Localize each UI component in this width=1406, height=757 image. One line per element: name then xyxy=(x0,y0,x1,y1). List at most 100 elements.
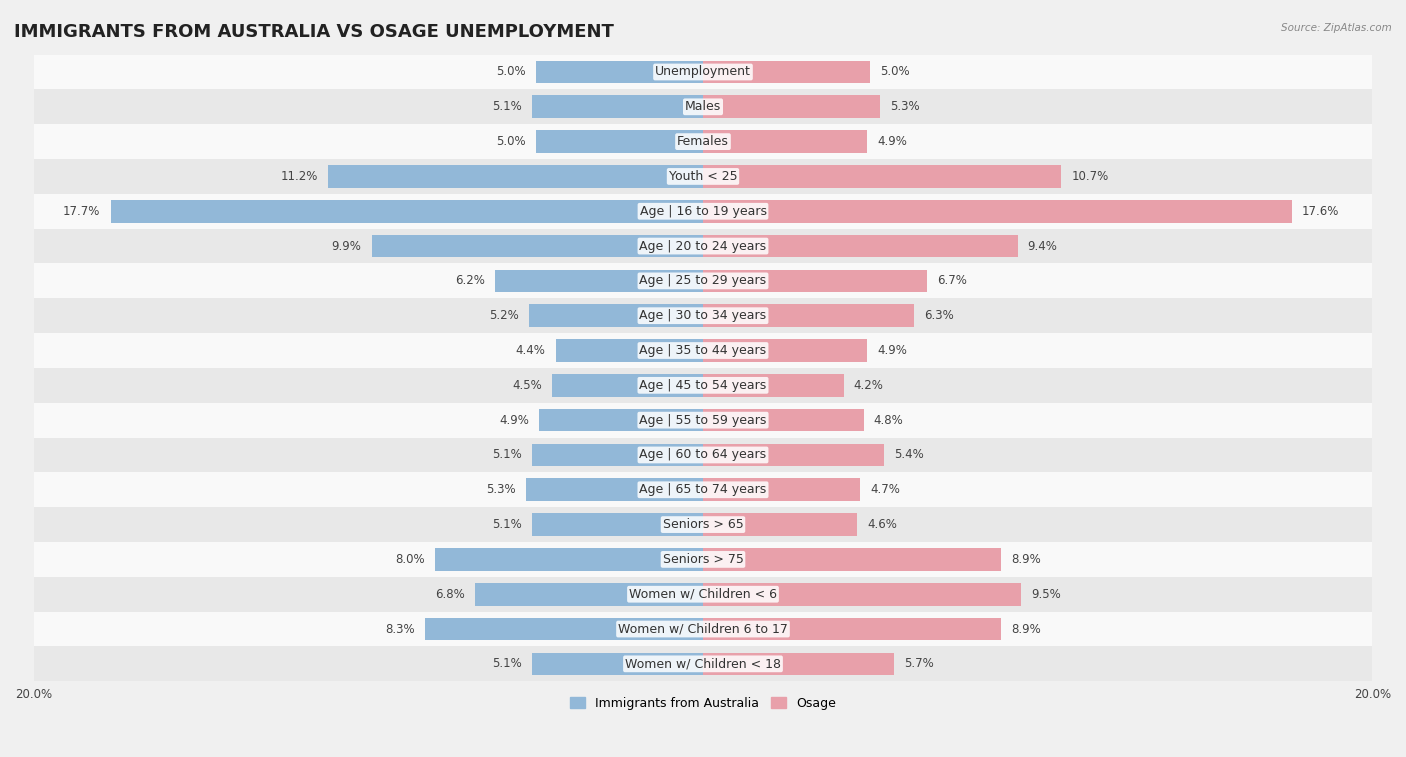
Text: Females: Females xyxy=(678,136,728,148)
Text: 5.7%: 5.7% xyxy=(904,657,934,671)
Text: 4.8%: 4.8% xyxy=(873,413,904,427)
Bar xyxy=(34,403,1372,438)
Text: 5.1%: 5.1% xyxy=(492,518,522,531)
Bar xyxy=(703,374,844,397)
Text: 17.6%: 17.6% xyxy=(1302,204,1340,218)
Text: Age | 55 to 59 years: Age | 55 to 59 years xyxy=(640,413,766,427)
Bar xyxy=(703,513,858,536)
Bar xyxy=(536,61,703,83)
Text: 6.3%: 6.3% xyxy=(924,309,953,322)
Text: 8.9%: 8.9% xyxy=(1011,622,1040,636)
Bar xyxy=(436,548,703,571)
Bar xyxy=(538,409,703,431)
Text: 5.1%: 5.1% xyxy=(492,448,522,462)
Text: Age | 45 to 54 years: Age | 45 to 54 years xyxy=(640,378,766,392)
Bar xyxy=(34,89,1372,124)
Bar xyxy=(34,229,1372,263)
Text: 6.7%: 6.7% xyxy=(938,274,967,288)
Text: 8.0%: 8.0% xyxy=(395,553,425,566)
Bar xyxy=(533,444,703,466)
Text: 4.4%: 4.4% xyxy=(516,344,546,357)
Text: 4.5%: 4.5% xyxy=(513,378,543,392)
Text: 4.9%: 4.9% xyxy=(877,344,907,357)
Bar xyxy=(703,95,880,118)
Bar xyxy=(703,235,1018,257)
Text: 5.1%: 5.1% xyxy=(492,657,522,671)
Bar xyxy=(34,298,1372,333)
Bar xyxy=(34,542,1372,577)
Bar xyxy=(34,263,1372,298)
Bar xyxy=(34,507,1372,542)
Bar xyxy=(703,583,1021,606)
Text: 9.5%: 9.5% xyxy=(1031,587,1060,601)
Bar xyxy=(34,577,1372,612)
Text: Women w/ Children < 18: Women w/ Children < 18 xyxy=(626,657,780,671)
Text: Males: Males xyxy=(685,101,721,114)
Text: Seniors > 65: Seniors > 65 xyxy=(662,518,744,531)
Text: 9.4%: 9.4% xyxy=(1028,239,1057,253)
Text: 8.9%: 8.9% xyxy=(1011,553,1040,566)
Bar xyxy=(328,165,703,188)
Bar xyxy=(703,444,884,466)
Text: Age | 20 to 24 years: Age | 20 to 24 years xyxy=(640,239,766,253)
Bar xyxy=(475,583,703,606)
Text: IMMIGRANTS FROM AUSTRALIA VS OSAGE UNEMPLOYMENT: IMMIGRANTS FROM AUSTRALIA VS OSAGE UNEMP… xyxy=(14,23,614,41)
Text: Age | 60 to 64 years: Age | 60 to 64 years xyxy=(640,448,766,462)
Bar xyxy=(533,653,703,675)
Bar xyxy=(703,478,860,501)
Text: Source: ZipAtlas.com: Source: ZipAtlas.com xyxy=(1281,23,1392,33)
Legend: Immigrants from Australia, Osage: Immigrants from Australia, Osage xyxy=(565,692,841,715)
Bar xyxy=(495,269,703,292)
Text: 5.3%: 5.3% xyxy=(486,483,516,497)
Bar xyxy=(533,513,703,536)
Bar xyxy=(703,269,928,292)
Bar xyxy=(703,409,863,431)
Text: Age | 16 to 19 years: Age | 16 to 19 years xyxy=(640,204,766,218)
Bar xyxy=(34,124,1372,159)
Bar xyxy=(536,130,703,153)
Bar xyxy=(703,130,868,153)
Bar xyxy=(34,612,1372,646)
Bar xyxy=(703,618,1001,640)
Text: Women w/ Children < 6: Women w/ Children < 6 xyxy=(628,587,778,601)
Bar xyxy=(34,646,1372,681)
Bar xyxy=(703,339,868,362)
Text: Unemployment: Unemployment xyxy=(655,66,751,79)
Bar xyxy=(703,61,870,83)
Bar xyxy=(34,159,1372,194)
Bar xyxy=(111,200,703,223)
Text: 10.7%: 10.7% xyxy=(1071,170,1108,183)
Text: 4.9%: 4.9% xyxy=(877,136,907,148)
Text: Age | 30 to 34 years: Age | 30 to 34 years xyxy=(640,309,766,322)
Text: Age | 25 to 29 years: Age | 25 to 29 years xyxy=(640,274,766,288)
Bar xyxy=(703,200,1292,223)
Text: 4.9%: 4.9% xyxy=(499,413,529,427)
Bar xyxy=(703,304,914,327)
Text: 6.2%: 6.2% xyxy=(456,274,485,288)
Text: 5.0%: 5.0% xyxy=(496,66,526,79)
Text: 5.2%: 5.2% xyxy=(489,309,519,322)
Text: 5.4%: 5.4% xyxy=(894,448,924,462)
Text: 4.7%: 4.7% xyxy=(870,483,900,497)
Text: 9.9%: 9.9% xyxy=(332,239,361,253)
Bar xyxy=(555,339,703,362)
Bar xyxy=(34,438,1372,472)
Bar xyxy=(34,333,1372,368)
Bar xyxy=(34,472,1372,507)
Bar xyxy=(34,55,1372,89)
Text: Age | 65 to 74 years: Age | 65 to 74 years xyxy=(640,483,766,497)
Text: 5.0%: 5.0% xyxy=(496,136,526,148)
Bar xyxy=(529,304,703,327)
Bar xyxy=(703,165,1062,188)
Bar xyxy=(533,95,703,118)
Bar xyxy=(703,653,894,675)
Text: Seniors > 75: Seniors > 75 xyxy=(662,553,744,566)
Text: Youth < 25: Youth < 25 xyxy=(669,170,737,183)
Text: 11.2%: 11.2% xyxy=(281,170,318,183)
Text: 6.8%: 6.8% xyxy=(436,587,465,601)
Text: 8.3%: 8.3% xyxy=(385,622,415,636)
Text: Women w/ Children 6 to 17: Women w/ Children 6 to 17 xyxy=(619,622,787,636)
Text: 5.0%: 5.0% xyxy=(880,66,910,79)
Text: Age | 35 to 44 years: Age | 35 to 44 years xyxy=(640,344,766,357)
Bar xyxy=(34,194,1372,229)
